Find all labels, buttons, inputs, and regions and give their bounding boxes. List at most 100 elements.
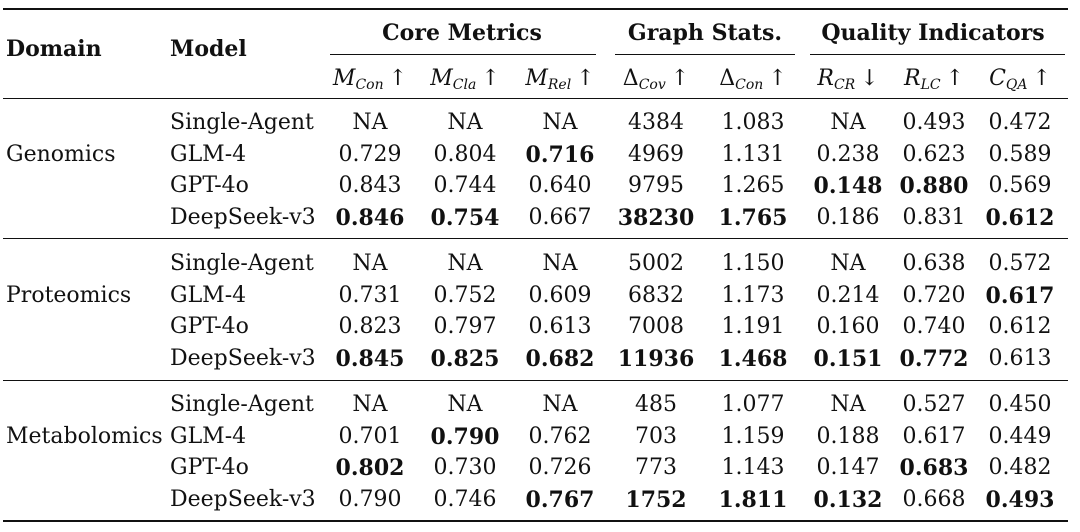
domain-label: Metabolomics <box>6 423 163 449</box>
column-header-subscript: Rel <box>547 77 572 93</box>
table-cell: 0.186 <box>816 204 880 230</box>
group-quality-indicators: Quality Indicators <box>821 20 1045 46</box>
table-cell: 0.214 <box>816 282 880 308</box>
section-rule-1 <box>3 238 1068 239</box>
table-cell: 0.772 <box>899 345 969 372</box>
table-cell: 0.449 <box>988 423 1052 449</box>
table-cell: 1.191 <box>721 314 785 339</box>
table-cell: NA <box>447 392 483 417</box>
table-cell: 1.173 <box>721 282 785 308</box>
model-name: GPT-4o <box>170 314 249 339</box>
domain-label: Proteomics <box>6 282 132 308</box>
table-cell: 1.265 <box>721 173 785 198</box>
section-rule-2 <box>3 380 1068 381</box>
table-cell: 0.716 <box>525 141 595 168</box>
column-header-1: MCon ↑ <box>333 66 407 98</box>
table-cell: 0.767 <box>525 486 595 513</box>
table-cell: 1.811 <box>718 486 788 513</box>
table-cell: 0.613 <box>988 345 1052 371</box>
column-header-7: RLC ↑ <box>904 66 964 98</box>
table-cell: 0.682 <box>525 345 595 372</box>
table-cell: 703 <box>635 423 677 449</box>
table-cell: 0.160 <box>816 314 880 339</box>
table-cell: NA <box>447 251 483 276</box>
table-cell: NA <box>542 392 578 417</box>
table-cell: 0.831 <box>902 204 966 230</box>
table-cell: NA <box>352 251 388 276</box>
header-model: Model <box>170 36 247 62</box>
table-cell: 1752 <box>625 486 687 513</box>
model-name: GLM-4 <box>170 423 247 449</box>
column-header-symbol: M <box>332 66 356 91</box>
column-header-subscript: Con <box>355 77 384 93</box>
table-cell: 0.609 <box>528 282 592 308</box>
column-header-6: RCR ↓ <box>817 66 878 98</box>
column-header-arrow: ↑ <box>768 66 787 91</box>
column-header-3: MRel ↑ <box>525 66 594 98</box>
table-cell: 0.493 <box>902 110 966 135</box>
group-underline-graph <box>615 54 795 55</box>
table-cell: 0.740 <box>902 314 966 339</box>
bottom-rule <box>3 520 1068 522</box>
table-cell: 0.450 <box>988 392 1052 417</box>
column-header-arrow: ↑ <box>576 66 595 91</box>
header-rule <box>3 98 1068 99</box>
table-cell: NA <box>830 392 866 417</box>
column-header-subscript: Cov <box>638 77 666 93</box>
table-cell: 6832 <box>628 282 684 308</box>
table-cell: 0.623 <box>902 141 966 167</box>
table-cell: 0.731 <box>338 282 402 308</box>
table-cell: 0.880 <box>899 173 969 199</box>
column-header-symbol: M <box>525 66 548 91</box>
table-cell: 1.159 <box>721 423 785 449</box>
table-cell: 0.569 <box>988 173 1052 198</box>
table-cell: 11936 <box>617 345 695 372</box>
group-underline-quality <box>810 54 1065 55</box>
table-cell: 0.790 <box>430 423 500 450</box>
table-cell: 0.238 <box>816 141 880 167</box>
model-name: GPT-4o <box>170 455 249 480</box>
model-name: DeepSeek-v3 <box>170 204 316 230</box>
table-cell: 0.572 <box>988 251 1052 276</box>
table-cell: 9795 <box>628 173 684 198</box>
column-header-2: MCla ↑ <box>430 66 500 98</box>
table-cell: 1.150 <box>721 251 785 276</box>
column-header-arrow: ↑ <box>388 66 408 91</box>
table-cell: NA <box>830 110 866 135</box>
table-cell: 0.482 <box>988 455 1052 480</box>
table-cell: 0.797 <box>433 314 497 339</box>
table-cell: 5002 <box>628 251 684 276</box>
column-header-symbol: Δ <box>719 66 736 91</box>
column-header-symbol: C <box>989 66 1006 91</box>
table-cell: 0.726 <box>528 455 592 480</box>
column-header-arrow: ↑ <box>670 66 690 91</box>
table-cell: 0.640 <box>528 173 592 198</box>
table-cell: 0.701 <box>338 423 402 449</box>
table-cell: 0.638 <box>902 251 966 276</box>
table-cell: 0.527 <box>902 392 966 417</box>
table-cell: 773 <box>635 455 677 480</box>
table-cell: NA <box>542 251 578 276</box>
table-cell: 0.151 <box>813 345 883 372</box>
column-header-arrow: ↓ <box>860 66 879 91</box>
table-cell: NA <box>352 392 388 417</box>
table-cell: 0.148 <box>813 173 883 199</box>
column-header-symbol: R <box>817 66 834 91</box>
table-cell: 0.720 <box>902 282 966 308</box>
table-cell: 4384 <box>628 110 684 135</box>
top-rule <box>3 8 1068 10</box>
table-cell: 38230 <box>617 204 695 231</box>
table-cell: 1.468 <box>718 345 788 372</box>
table-cell: 0.846 <box>335 204 405 231</box>
table-cell: 1.143 <box>721 455 785 480</box>
table-cell: NA <box>447 110 483 135</box>
table-cell: 0.132 <box>813 486 883 513</box>
table-cell: 0.843 <box>338 173 402 198</box>
model-name: Single-Agent <box>170 392 314 417</box>
column-header-symbol: R <box>903 66 921 91</box>
table-cell: 0.667 <box>528 204 592 230</box>
table-cell: 0.668 <box>902 486 966 512</box>
column-header-5: ΔCon ↑ <box>719 66 787 98</box>
table-cell: 0.802 <box>335 455 405 481</box>
table-cell: 0.613 <box>528 314 592 339</box>
